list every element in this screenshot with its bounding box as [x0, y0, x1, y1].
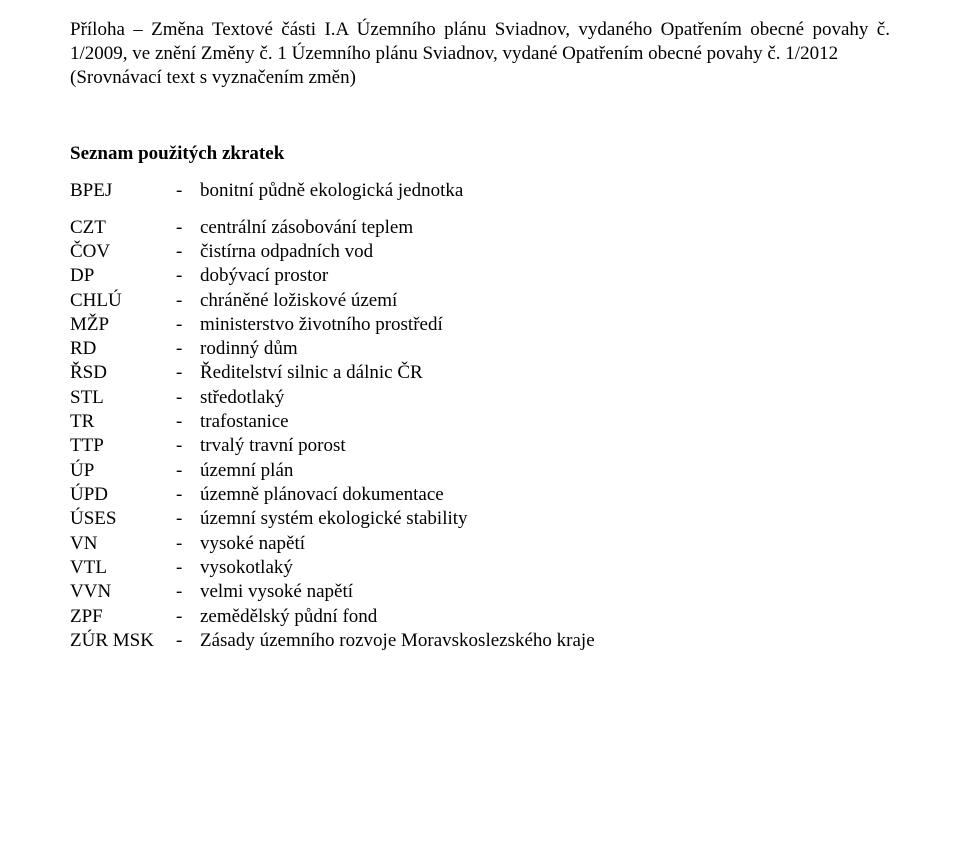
list-item: TTP - trvalý travní porost — [70, 434, 890, 458]
abbr-value: dobývací prostor — [200, 264, 890, 288]
abbr-value: vysokotlaký — [200, 556, 890, 580]
dash: - — [176, 410, 200, 434]
list-item: CZT - centrální zásobování teplem — [70, 216, 890, 240]
list-item: ÚSES - územní systém ekologické stabilit… — [70, 507, 890, 531]
dash: - — [176, 337, 200, 361]
abbr-key: ÚP — [70, 459, 176, 483]
abbreviation-list: BPEJ - bonitní půdně ekologická jednotka… — [70, 179, 890, 653]
abbr-value: územně plánovací dokumentace — [200, 483, 890, 507]
abbr-key: CZT — [70, 216, 176, 240]
dash: - — [176, 240, 200, 264]
list-item: VN - vysoké napětí — [70, 532, 890, 556]
dash: - — [176, 532, 200, 556]
dash: - — [176, 605, 200, 629]
list-item: BPEJ - bonitní půdně ekologická jednotka — [70, 179, 890, 203]
list-item: ZPF - zemědělský půdní fond — [70, 605, 890, 629]
abbr-key: CHLÚ — [70, 289, 176, 313]
dash: - — [176, 459, 200, 483]
abbr-value: ministerstvo životního prostředí — [200, 313, 890, 337]
abbr-key: MŽP — [70, 313, 176, 337]
abbr-value: trafostanice — [200, 410, 890, 434]
list-item: CHLÚ - chráněné ložiskové území — [70, 289, 890, 313]
abbr-key: VN — [70, 532, 176, 556]
abbr-key: TR — [70, 410, 176, 434]
abbr-key: STL — [70, 386, 176, 410]
list-item: ÚP - územní plán — [70, 459, 890, 483]
list-item: TR - trafostanice — [70, 410, 890, 434]
abbr-value: čistírna odpadních vod — [200, 240, 890, 264]
list-item: VVN - velmi vysoké napětí — [70, 580, 890, 604]
dash: - — [176, 580, 200, 604]
abbr-value: chráněné ložiskové území — [200, 289, 890, 313]
abbr-value: územní plán — [200, 459, 890, 483]
list-item: ŘSD - Ředitelství silnic a dálnic ČR — [70, 361, 890, 385]
section-heading: Seznam použitých zkratek — [70, 143, 890, 165]
abbr-value: Ředitelství silnic a dálnic ČR — [200, 361, 890, 385]
abbr-value: centrální zásobování teplem — [200, 216, 890, 240]
dash: - — [176, 507, 200, 531]
abbr-key: ÚPD — [70, 483, 176, 507]
list-item: RD - rodinný dům — [70, 337, 890, 361]
abbr-value: územní systém ekologické stability — [200, 507, 890, 531]
dash: - — [176, 361, 200, 385]
header-paragraph: Příloha – Změna Textové části I.A Územní… — [70, 18, 890, 89]
page: Příloha – Změna Textové části I.A Územní… — [0, 0, 960, 653]
abbr-key: RD — [70, 337, 176, 361]
dash: - — [176, 556, 200, 580]
abbr-value: Zásady územního rozvoje Moravskoslezskéh… — [200, 629, 890, 653]
abbr-key: VVN — [70, 580, 176, 604]
list-item: VTL - vysokotlaký — [70, 556, 890, 580]
list-item: MŽP - ministerstvo životního prostředí — [70, 313, 890, 337]
group-gap — [70, 204, 890, 216]
abbr-value: zemědělský půdní fond — [200, 605, 890, 629]
dash: - — [176, 289, 200, 313]
header-text: Příloha – Změna Textové části I.A Územní… — [70, 19, 890, 64]
abbr-key: TTP — [70, 434, 176, 458]
dash: - — [176, 483, 200, 507]
abbr-value: rodinný dům — [200, 337, 890, 361]
abbr-value: trvalý travní porost — [200, 434, 890, 458]
abbr-key: ZÚR MSK — [70, 629, 176, 653]
dash: - — [176, 629, 200, 653]
dash: - — [176, 434, 200, 458]
dash: - — [176, 313, 200, 337]
list-item: ČOV - čistírna odpadních vod — [70, 240, 890, 264]
abbr-value: bonitní půdně ekologická jednotka — [200, 179, 890, 203]
list-item: STL - středotlaký — [70, 386, 890, 410]
abbr-key: ZPF — [70, 605, 176, 629]
dash: - — [176, 179, 200, 203]
abbr-key: ŘSD — [70, 361, 176, 385]
list-item: DP - dobývací prostor — [70, 264, 890, 288]
abbr-value: velmi vysoké napětí — [200, 580, 890, 604]
abbr-key: ČOV — [70, 240, 176, 264]
header-subtext: (Srovnávací text s vyznačením změn) — [70, 67, 356, 88]
abbr-key: DP — [70, 264, 176, 288]
dash: - — [176, 216, 200, 240]
list-item: ZÚR MSK - Zásady územního rozvoje Moravs… — [70, 629, 890, 653]
abbr-value: vysoké napětí — [200, 532, 890, 556]
abbr-key: VTL — [70, 556, 176, 580]
dash: - — [176, 264, 200, 288]
dash: - — [176, 386, 200, 410]
abbr-key: ÚSES — [70, 507, 176, 531]
abbr-key: BPEJ — [70, 179, 176, 203]
list-item: ÚPD - územně plánovací dokumentace — [70, 483, 890, 507]
abbr-value: středotlaký — [200, 386, 890, 410]
